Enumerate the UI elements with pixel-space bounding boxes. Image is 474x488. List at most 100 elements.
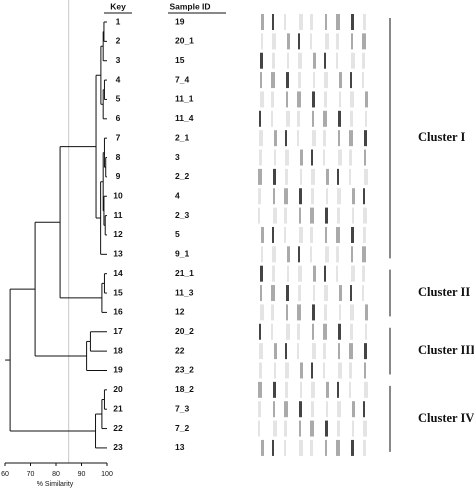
gel-band xyxy=(326,168,329,185)
gel-band xyxy=(326,401,328,418)
sample-id: 3 xyxy=(175,152,180,162)
gel-band xyxy=(284,226,286,243)
key-label: 8 xyxy=(116,152,121,162)
gel-band xyxy=(338,149,342,166)
gel-band xyxy=(286,285,289,302)
gel-band xyxy=(286,304,288,321)
gel-band xyxy=(363,401,365,418)
x-tick-label: 80 xyxy=(52,471,60,478)
gel-band xyxy=(362,72,364,89)
gel-band xyxy=(324,72,328,89)
gel-band xyxy=(284,188,288,205)
gel-band xyxy=(339,91,341,108)
gel-band xyxy=(363,439,366,456)
x-tick-label: 60 xyxy=(1,471,9,478)
sample-id: 11_4 xyxy=(175,113,194,123)
gel-band xyxy=(300,362,303,379)
gel-band xyxy=(313,265,316,282)
gel-band xyxy=(323,362,325,379)
gel-band xyxy=(336,33,339,50)
gel-band xyxy=(273,420,277,437)
gel-band xyxy=(310,207,314,224)
gel-band xyxy=(287,52,289,69)
gel-band xyxy=(300,381,302,398)
gel-band xyxy=(312,343,316,360)
gel-band xyxy=(311,149,313,166)
gel-band xyxy=(298,246,300,263)
gel-band xyxy=(258,207,260,224)
gel-band xyxy=(350,110,353,127)
gel-band xyxy=(349,149,352,166)
gel-band xyxy=(352,207,354,224)
gel-band xyxy=(349,168,351,185)
gel-band xyxy=(351,246,353,263)
gel-band xyxy=(311,188,314,205)
gel-band xyxy=(272,226,274,243)
gel-band xyxy=(297,110,300,127)
sample-id: 20_2 xyxy=(175,326,194,336)
cluster-label: Cluster II xyxy=(418,285,470,299)
gel-band xyxy=(338,343,340,360)
key-label: 22 xyxy=(113,423,123,433)
sample-id: 2_1 xyxy=(175,132,189,142)
gel-band xyxy=(324,265,326,282)
gel-band xyxy=(286,72,289,89)
gel-band xyxy=(351,226,354,243)
gel-band xyxy=(349,381,351,398)
gel-band xyxy=(310,439,313,456)
gel-band xyxy=(260,72,262,89)
gel-band xyxy=(363,188,365,205)
sample-id: 19 xyxy=(175,16,185,26)
gel-band xyxy=(287,246,290,263)
key-label: 9 xyxy=(116,171,121,181)
key-label: 5 xyxy=(116,94,121,104)
gel-band xyxy=(261,439,264,456)
gel-band xyxy=(364,362,366,379)
gel-band xyxy=(364,343,367,360)
gel-band xyxy=(259,110,261,127)
gel-band xyxy=(338,362,342,379)
gel-band xyxy=(285,149,289,166)
gel-band xyxy=(325,207,328,224)
gel-band xyxy=(299,226,303,243)
gel-band xyxy=(285,168,288,185)
key-label: 20 xyxy=(113,384,123,394)
gel-band xyxy=(299,14,303,30)
gel-band xyxy=(350,285,352,302)
gel-band xyxy=(364,168,368,185)
gel-band xyxy=(324,285,328,302)
gel-band xyxy=(351,439,354,456)
gel-band xyxy=(284,401,288,418)
gel-band xyxy=(365,323,367,340)
gel-band xyxy=(350,91,354,108)
gel-band xyxy=(323,343,326,360)
gel-band xyxy=(337,381,339,398)
gel-band xyxy=(336,226,340,243)
cluster-label: Cluster IV xyxy=(418,411,474,425)
gel-band xyxy=(260,52,263,69)
gel-band xyxy=(365,91,368,108)
gel-band xyxy=(324,91,327,108)
gel-band xyxy=(363,14,366,30)
key-label: 13 xyxy=(113,249,123,259)
gel-band xyxy=(313,72,315,89)
gel-band xyxy=(271,285,275,302)
key-label: 18 xyxy=(113,345,123,355)
gel-band xyxy=(324,304,327,321)
key-label: 2 xyxy=(116,36,121,46)
gel-band xyxy=(336,14,340,30)
sample-id: 2_2 xyxy=(175,171,189,181)
gel-band xyxy=(272,246,276,263)
gel-band xyxy=(273,168,276,185)
key-label: 11 xyxy=(114,210,123,220)
gel-band xyxy=(285,362,289,379)
sample-id: 15 xyxy=(175,55,185,65)
gel-band xyxy=(352,401,355,418)
key-label: 7 xyxy=(116,132,121,142)
key-label: 17 xyxy=(113,326,123,336)
sample-id: 2_3 xyxy=(175,210,189,220)
gel-band xyxy=(326,381,329,398)
sample-id: 13 xyxy=(175,442,185,452)
gel-band xyxy=(326,188,328,205)
